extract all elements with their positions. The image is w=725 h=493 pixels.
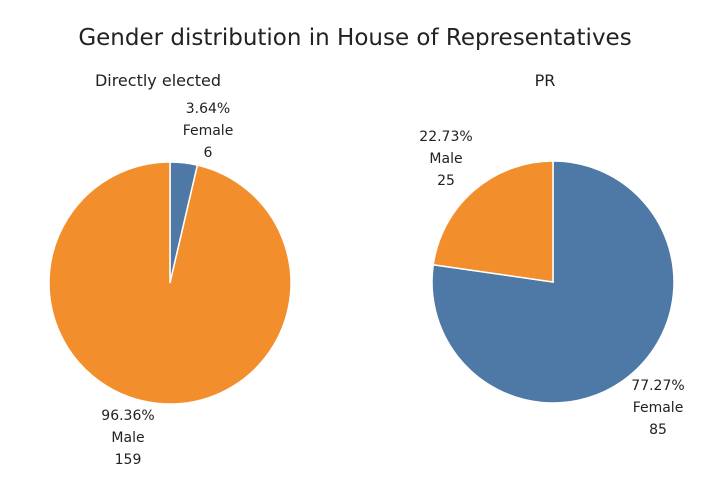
pie-subtitle-directly-elected: Directly elected bbox=[95, 71, 221, 90]
data-label-male-pr: 22.73% Male 25 bbox=[419, 129, 472, 189]
data-label-value: 25 bbox=[437, 173, 455, 189]
data-label-female-pr: 77.27% Female 85 bbox=[631, 378, 684, 438]
data-label-category: Female bbox=[183, 123, 234, 139]
data-label-category: Male bbox=[111, 430, 144, 446]
pie-chart-directly-elected: Directly elected 3.64% Female 6 96.36% M… bbox=[48, 71, 292, 468]
chart-title: Gender distribution in House of Represen… bbox=[78, 25, 631, 51]
pie-slices-directly-elected bbox=[48, 161, 292, 405]
pie-slice-male bbox=[48, 161, 292, 405]
data-label-female-directly-elected: 3.64% Female 6 bbox=[183, 101, 234, 161]
data-label-category: Female bbox=[633, 400, 684, 416]
pie-slice-male bbox=[432, 160, 554, 283]
data-label-percent: 77.27% bbox=[631, 378, 684, 394]
data-label-percent: 22.73% bbox=[419, 129, 472, 145]
pie-chart-pr: PR 22.73% Male 25 77.27% Female 85 bbox=[419, 71, 684, 438]
pie-slices-pr bbox=[431, 160, 675, 404]
data-label-percent: 3.64% bbox=[186, 101, 230, 117]
data-label-male-directly-elected: 96.36% Male 159 bbox=[101, 408, 154, 468]
data-label-percent: 96.36% bbox=[101, 408, 154, 424]
data-label-category: Male bbox=[429, 151, 462, 167]
data-label-value: 85 bbox=[649, 422, 667, 438]
pie-subtitle-pr: PR bbox=[535, 71, 556, 90]
data-label-value: 6 bbox=[204, 145, 213, 161]
data-label-value: 159 bbox=[115, 452, 142, 468]
